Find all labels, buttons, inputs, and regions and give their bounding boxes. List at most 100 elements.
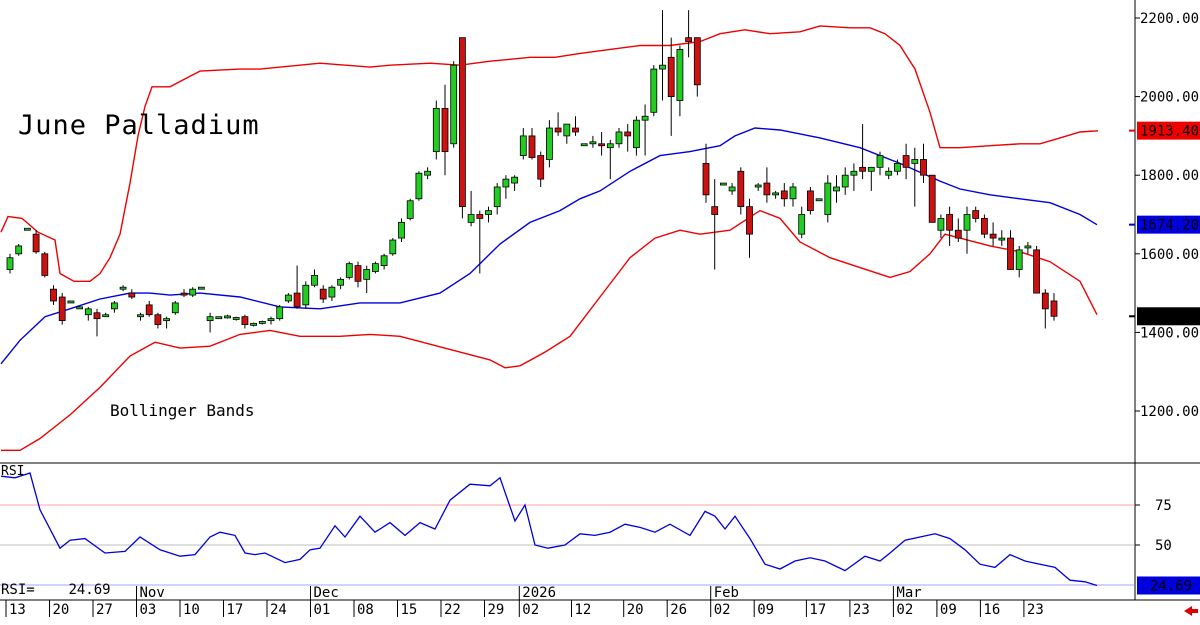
month-label: Dec	[314, 585, 339, 601]
candle-body	[354, 265, 362, 282]
candle-body	[763, 182, 771, 196]
candle-body	[197, 286, 205, 290]
candle-body	[76, 306, 83, 310]
time-tick-label: 10	[183, 602, 200, 618]
candle-body	[476, 214, 484, 219]
candle-body	[415, 172, 423, 200]
time-axis: 13 20 27 03 10 17 24 01 08 15 22 29 02 12 20 26 02 09 17 23…	[5, 585, 1044, 618]
candle-body	[111, 302, 118, 310]
price-tag-label: 1674.20	[1140, 218, 1199, 234]
price-tags: 1913.40 1674.20 1441.00	[1129, 121, 1200, 326]
candle-body	[406, 200, 414, 219]
candle-body	[493, 186, 501, 208]
candle-body	[163, 318, 171, 322]
month-label: Mar	[896, 585, 921, 601]
time-tick-label: 26	[670, 602, 687, 618]
candle-body	[572, 127, 579, 133]
candle-body	[937, 218, 945, 231]
rsi-reading: RSI= 24.69	[1, 582, 111, 598]
candle-body	[998, 237, 1006, 241]
candle-body	[1041, 292, 1049, 310]
candle-body	[389, 239, 397, 255]
candle-body	[23, 227, 31, 231]
candle-body	[328, 286, 336, 298]
candle-body	[598, 143, 605, 147]
price-tick-label: 1400.00	[1140, 325, 1199, 341]
candle-body	[215, 316, 223, 320]
price-tag-box	[1137, 215, 1200, 234]
candle-body	[276, 306, 284, 320]
candle-body	[954, 229, 962, 239]
time-tick-label: 13	[9, 602, 26, 618]
candle-body	[963, 214, 971, 231]
candle-body	[676, 49, 684, 101]
candle-body	[293, 292, 301, 308]
candle-body	[345, 263, 353, 278]
time-tick-label: 12	[575, 602, 592, 618]
time-tick-label: 20	[627, 602, 644, 618]
candle-body	[371, 263, 379, 272]
candle-body	[633, 119, 640, 149]
candle-body	[32, 233, 40, 253]
candle-body	[137, 314, 144, 318]
month-label: Nov	[140, 585, 165, 601]
candle-body	[589, 141, 597, 145]
time-tick-label: 17	[809, 602, 826, 618]
candle-body	[615, 131, 623, 145]
candle-body	[154, 314, 162, 325]
month-label: Feb	[714, 585, 739, 601]
candle-body	[93, 312, 101, 320]
candle-body	[1024, 245, 1032, 249]
candle-body	[224, 315, 231, 319]
candle-body	[902, 155, 910, 168]
price-tag-label: 1441.00	[1140, 309, 1199, 325]
price-tick-label: 2000.00	[1140, 90, 1199, 106]
candle-body	[911, 159, 919, 164]
candle-body	[624, 131, 632, 137]
candle-body	[780, 190, 788, 200]
candle-body	[1050, 300, 1058, 317]
candle-body	[424, 170, 432, 176]
candle-body	[6, 257, 14, 270]
candle-body	[702, 163, 710, 196]
rsi-tag-label: 24.69	[1150, 578, 1192, 594]
candle-body	[119, 286, 127, 290]
candle-body	[519, 135, 527, 156]
candle-body	[876, 155, 884, 168]
time-tick-label: 15	[401, 602, 418, 618]
rsi-tick-label: 75	[1155, 498, 1172, 514]
scroll-right-arrow-icon[interactable]	[1184, 606, 1198, 616]
candle-body	[128, 292, 136, 298]
candle-body	[41, 253, 49, 276]
rsi-tick-label: 50	[1155, 538, 1172, 554]
candle-body	[563, 123, 571, 137]
time-tick-label: 02	[522, 602, 539, 618]
price-tick-label: 1200.00	[1140, 404, 1199, 420]
candle-body	[1007, 237, 1014, 270]
candle-body	[537, 155, 545, 180]
candle-body	[859, 166, 866, 172]
time-tick-label: 01	[314, 602, 331, 618]
candle-body	[432, 107, 440, 153]
candle-body	[67, 300, 75, 304]
time-tick-label: 24	[270, 602, 287, 618]
candle-body	[311, 275, 318, 286]
time-tick-label: 09	[940, 602, 957, 618]
candle-body	[398, 221, 405, 239]
price-tick-label: 2200.00	[1140, 11, 1199, 27]
candle-body	[102, 314, 110, 318]
candle-body	[972, 210, 980, 219]
price-axis: 1200.00 1400.00 1600.00 1800.00 2000.00 2200.…	[1135, 11, 1199, 420]
candle-body	[380, 255, 388, 266]
candle-body	[807, 190, 814, 211]
candle-body	[641, 115, 649, 121]
candle-body	[728, 186, 736, 192]
chart-title: June Palladium	[18, 110, 260, 141]
month-label: 2026	[522, 585, 556, 601]
time-tick-label: 16	[983, 602, 1000, 618]
time-tick-label: 02	[896, 602, 913, 618]
candle-body	[528, 135, 536, 158]
time-tick-label: 09	[757, 602, 774, 618]
candle-body	[450, 64, 458, 145]
candle-body	[693, 37, 701, 86]
